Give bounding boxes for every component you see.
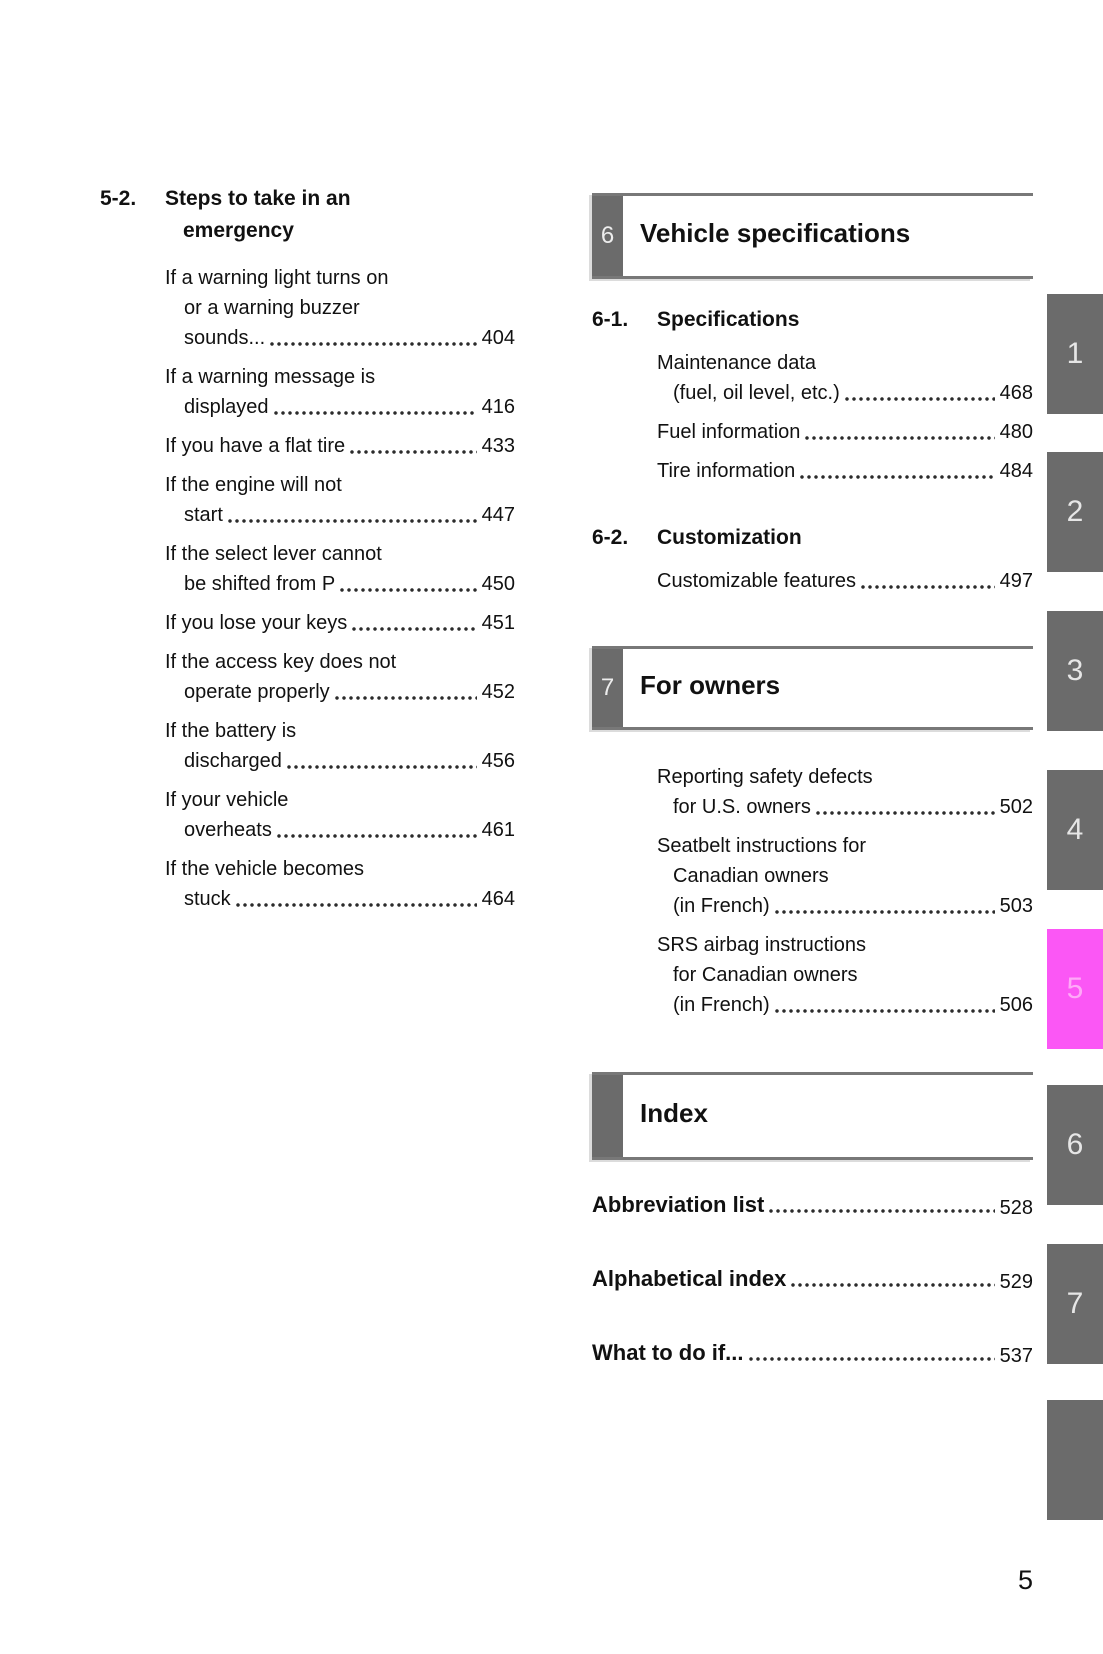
section-6-2-header: 6-2. Customization	[592, 525, 802, 551]
dot-leader	[805, 436, 995, 440]
index-entries: Abbreviation list 528 Alphabetical index…	[592, 1190, 1033, 1412]
chapter-7-entries: Reporting safety defects for U.S. owners…	[657, 762, 1033, 1029]
toc-item: If the vehicle becomes stuck 464	[165, 854, 515, 914]
page-ref: 484	[999, 460, 1033, 482]
index-item: What to do if... 537	[592, 1340, 1033, 1367]
toc-item: If a warning message is displayed 416	[165, 362, 515, 422]
dot-leader	[276, 834, 477, 838]
page-ref: 497	[999, 570, 1033, 592]
chapter-6-title: Vehicle specifications	[640, 217, 911, 248]
section-6-1-title: Specifications	[657, 308, 800, 331]
dot-leader	[800, 475, 995, 479]
toc-item: Fuel information 480	[657, 417, 1033, 447]
side-tab-2: 2	[1047, 452, 1103, 572]
index-title: Index	[640, 1097, 708, 1128]
toc-item: Seatbelt instructions for Canadian owner…	[657, 831, 1033, 921]
side-tab-4: 4	[1047, 770, 1103, 890]
section-6-1-number: 6-1.	[592, 308, 629, 331]
page-ref: 452	[481, 681, 515, 703]
dot-leader	[227, 519, 477, 523]
dot-leader	[844, 397, 995, 401]
dot-leader	[235, 903, 477, 907]
page-ref: 456	[481, 750, 515, 772]
page-ref: 529	[999, 1271, 1033, 1293]
page-ref: 433	[481, 435, 515, 457]
page-ref: 447	[481, 504, 515, 526]
page-ref: 480	[999, 421, 1033, 443]
dot-leader	[769, 1209, 995, 1213]
toc-item: If the access key does not operate prope…	[165, 647, 515, 707]
section-6-1-entries: Maintenance data (fuel, oil level, etc.)…	[657, 348, 1033, 495]
left-toc-column: 5-2. Steps to take in an emergency If a …	[100, 183, 515, 923]
side-tab-6: 6	[1047, 1085, 1103, 1205]
dot-leader	[340, 588, 477, 592]
index-badge	[592, 1075, 623, 1157]
section-6-2-title: Customization	[657, 526, 802, 549]
toc-item: If the battery is discharged 456	[165, 716, 515, 776]
toc-item: SRS airbag instructions for Canadian own…	[657, 930, 1033, 1020]
dot-leader	[270, 342, 477, 346]
side-tab-blank	[1047, 1400, 1103, 1520]
page-ref: 528	[999, 1197, 1033, 1219]
dot-leader	[273, 411, 477, 415]
side-tab-5-active: 5	[1047, 929, 1103, 1049]
toc-item: If your vehicle overheats 461	[165, 785, 515, 845]
dot-leader	[352, 627, 477, 631]
side-tab-7: 7	[1047, 1244, 1103, 1364]
page-ref: 464	[481, 888, 515, 910]
toc-item: Tire information 484	[657, 456, 1033, 486]
page-ref: 468	[999, 382, 1033, 404]
chapter-number-badge: 7	[592, 649, 623, 727]
dot-leader	[791, 1283, 995, 1287]
toc-item: If the select lever cannot be shifted fr…	[165, 539, 515, 599]
section-5-2-number: 5-2.	[100, 187, 137, 210]
section-6-2-number: 6-2.	[592, 526, 629, 549]
chapter-number-badge: 6	[592, 196, 623, 276]
section-5-2-header: 5-2. Steps to take in an emergency	[100, 183, 515, 247]
side-tab-3: 3	[1047, 611, 1103, 731]
dot-leader	[774, 1009, 995, 1013]
page-ref: 450	[481, 573, 515, 595]
toc-item: Reporting safety defects for U.S. owners…	[657, 762, 1033, 822]
chapter-7-title: For owners	[640, 669, 781, 700]
toc-item: If a warning light turns on or a warning…	[165, 263, 515, 353]
dot-leader	[334, 696, 477, 700]
dot-leader	[815, 811, 995, 815]
dot-leader	[860, 585, 995, 589]
section-6-1-header: 6-1. Specifications	[592, 307, 799, 333]
dot-leader	[748, 1357, 995, 1361]
side-tab-1: 1	[1047, 294, 1103, 414]
page-ref: 503	[999, 895, 1033, 917]
page-ref: 537	[999, 1345, 1033, 1367]
page-ref: 506	[999, 994, 1033, 1016]
page-number: 5	[1017, 1565, 1033, 1595]
index-item: Alphabetical index 529	[592, 1266, 1033, 1293]
chapter-7-box: 7 For owners	[592, 646, 1033, 730]
section-5-2-title: Steps to take in an emergency	[165, 187, 351, 242]
dot-leader	[350, 450, 477, 454]
toc-item: Maintenance data (fuel, oil level, etc.)…	[657, 348, 1033, 408]
dot-leader	[774, 910, 995, 914]
page-ref: 502	[999, 796, 1033, 818]
chapter-6-box: 6 Vehicle specifications	[592, 193, 1033, 279]
index-box: Index	[592, 1072, 1033, 1160]
section-6-2-entries: Customizable features 497	[657, 566, 1033, 605]
page-ref: 461	[481, 819, 515, 841]
toc-item: Customizable features 497	[657, 566, 1033, 596]
page-ref: 416	[481, 396, 515, 418]
page-ref: 404	[481, 327, 515, 349]
index-item: Abbreviation list 528	[592, 1192, 1033, 1219]
dot-leader	[286, 765, 477, 769]
section-5-2-entries: If a warning light turns on or a warning…	[100, 263, 515, 914]
toc-item: If you have a flat tire 433	[165, 431, 515, 461]
page-ref: 451	[481, 612, 515, 634]
toc-item: If you lose your keys 451	[165, 608, 515, 638]
toc-item: If the engine will not start 447	[165, 470, 515, 530]
